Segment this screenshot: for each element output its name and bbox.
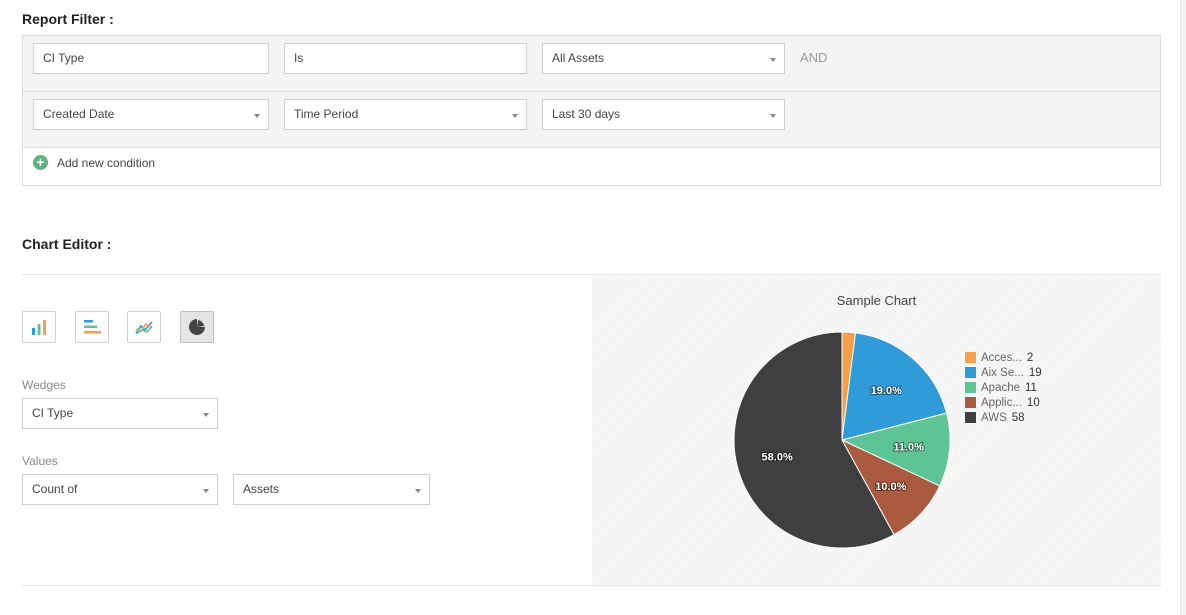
legend-count: 11 xyxy=(1025,381,1037,394)
legend-name: AWS xyxy=(981,411,1007,424)
legend-item[interactable]: Apache 11 xyxy=(965,380,1042,395)
legend-item[interactable]: Applic... 10 xyxy=(965,395,1042,410)
line-chart-icon xyxy=(135,321,153,335)
chevron-down-icon xyxy=(770,114,776,118)
legend-item[interactable]: Aix Se... 19 xyxy=(965,365,1042,380)
wedges-value: CI Type xyxy=(32,406,74,420)
filter-row: CI Type Is All Assets AND xyxy=(23,36,1160,92)
wedges-label: Wedges xyxy=(22,378,66,392)
add-condition-button[interactable]: + Add new condition xyxy=(33,155,155,170)
chart-type-pie-button[interactable] xyxy=(180,311,214,343)
divider xyxy=(22,585,1161,586)
pie-slice[interactable] xyxy=(840,412,951,487)
chart-preview: Sample Chart 19.0% 11.0% 10.0% 58.0% Acces.… xyxy=(592,275,1161,585)
values-label: Values xyxy=(22,454,58,468)
pie-slice-label: 11.0% xyxy=(893,441,924,453)
legend-name: Applic... xyxy=(981,396,1022,409)
pie-chart-icon xyxy=(189,319,205,335)
plus-circle-icon: + xyxy=(33,155,48,170)
legend-item[interactable]: AWS 58 xyxy=(965,410,1042,425)
filter-field-text: Created Date xyxy=(43,107,115,121)
filter-operator-text: Time Period xyxy=(294,107,359,121)
pie-slice-label: 10.0% xyxy=(875,481,906,493)
chart-legend: Acces... 2 Aix Se... 19 Apache 11 Applic... 10 A… xyxy=(965,350,1042,425)
filter-operator-select[interactable]: Time Period xyxy=(284,99,527,130)
legend-name: Apache xyxy=(981,381,1021,394)
values-field-select[interactable]: Assets xyxy=(233,474,430,505)
filter-field-select[interactable]: Created Date xyxy=(33,99,269,130)
chart-type-line-button[interactable] xyxy=(127,311,161,343)
legend-swatch xyxy=(965,352,976,363)
wedges-select[interactable]: CI Type xyxy=(22,398,218,429)
filter-field-input[interactable]: CI Type xyxy=(33,43,269,74)
horizontal-bar-chart-icon xyxy=(84,320,101,334)
legend-name: Aix Se... xyxy=(981,366,1024,379)
chevron-down-icon xyxy=(770,58,776,62)
pie-slice[interactable] xyxy=(841,332,948,441)
pie-chart: 19.0% 11.0% 10.0% 58.0% xyxy=(733,331,951,549)
divider xyxy=(22,274,1161,275)
legend-swatch xyxy=(965,412,976,423)
filter-value-text: Last 30 days xyxy=(552,107,621,121)
legend-swatch xyxy=(965,367,976,378)
chevron-down-icon xyxy=(415,489,421,493)
chart-editor-title: Chart Editor : xyxy=(22,236,112,252)
pie-slice-label: 58.0% xyxy=(762,452,793,464)
filter-value-select[interactable]: Last 30 days xyxy=(542,99,785,130)
conjunction-label[interactable]: AND xyxy=(800,50,828,65)
legend-item[interactable]: Acces... 2 xyxy=(965,350,1042,365)
legend-swatch xyxy=(965,382,976,393)
pie-slice-label: 19.0% xyxy=(871,385,902,397)
pie-slice[interactable] xyxy=(733,331,895,549)
chart-title: Sample Chart xyxy=(836,293,917,308)
values-aggregate-text: Count of xyxy=(32,482,78,496)
values-aggregate-select[interactable]: Count of xyxy=(22,474,218,505)
report-filter-box: CI Type Is All Assets AND Created Date T… xyxy=(22,35,1161,186)
chart-type-bar-button[interactable] xyxy=(22,311,56,343)
legend-name: Acces... xyxy=(981,351,1022,364)
chart-type-horizontal-bar-button[interactable] xyxy=(75,311,109,343)
filter-value-text: All Assets xyxy=(552,51,605,65)
chevron-down-icon xyxy=(203,489,209,493)
chevron-down-icon xyxy=(203,413,209,417)
chevron-down-icon xyxy=(512,114,518,118)
legend-count: 2 xyxy=(1026,351,1034,364)
legend-count: 19 xyxy=(1028,366,1042,379)
values-field-text: Assets xyxy=(243,482,280,496)
legend-count: 58 xyxy=(1011,411,1025,424)
chevron-down-icon xyxy=(254,114,260,118)
report-filter-title: Report Filter : xyxy=(22,11,114,27)
filter-operator-input[interactable]: Is xyxy=(284,43,527,74)
filter-value-select[interactable]: All Assets xyxy=(542,43,785,74)
legend-count: 10 xyxy=(1026,396,1040,409)
add-condition-label: Add new condition xyxy=(57,155,156,170)
legend-swatch xyxy=(965,397,976,408)
filter-row: Created Date Time Period Last 30 days xyxy=(23,92,1160,148)
vertical-bar-chart-icon xyxy=(32,320,46,335)
